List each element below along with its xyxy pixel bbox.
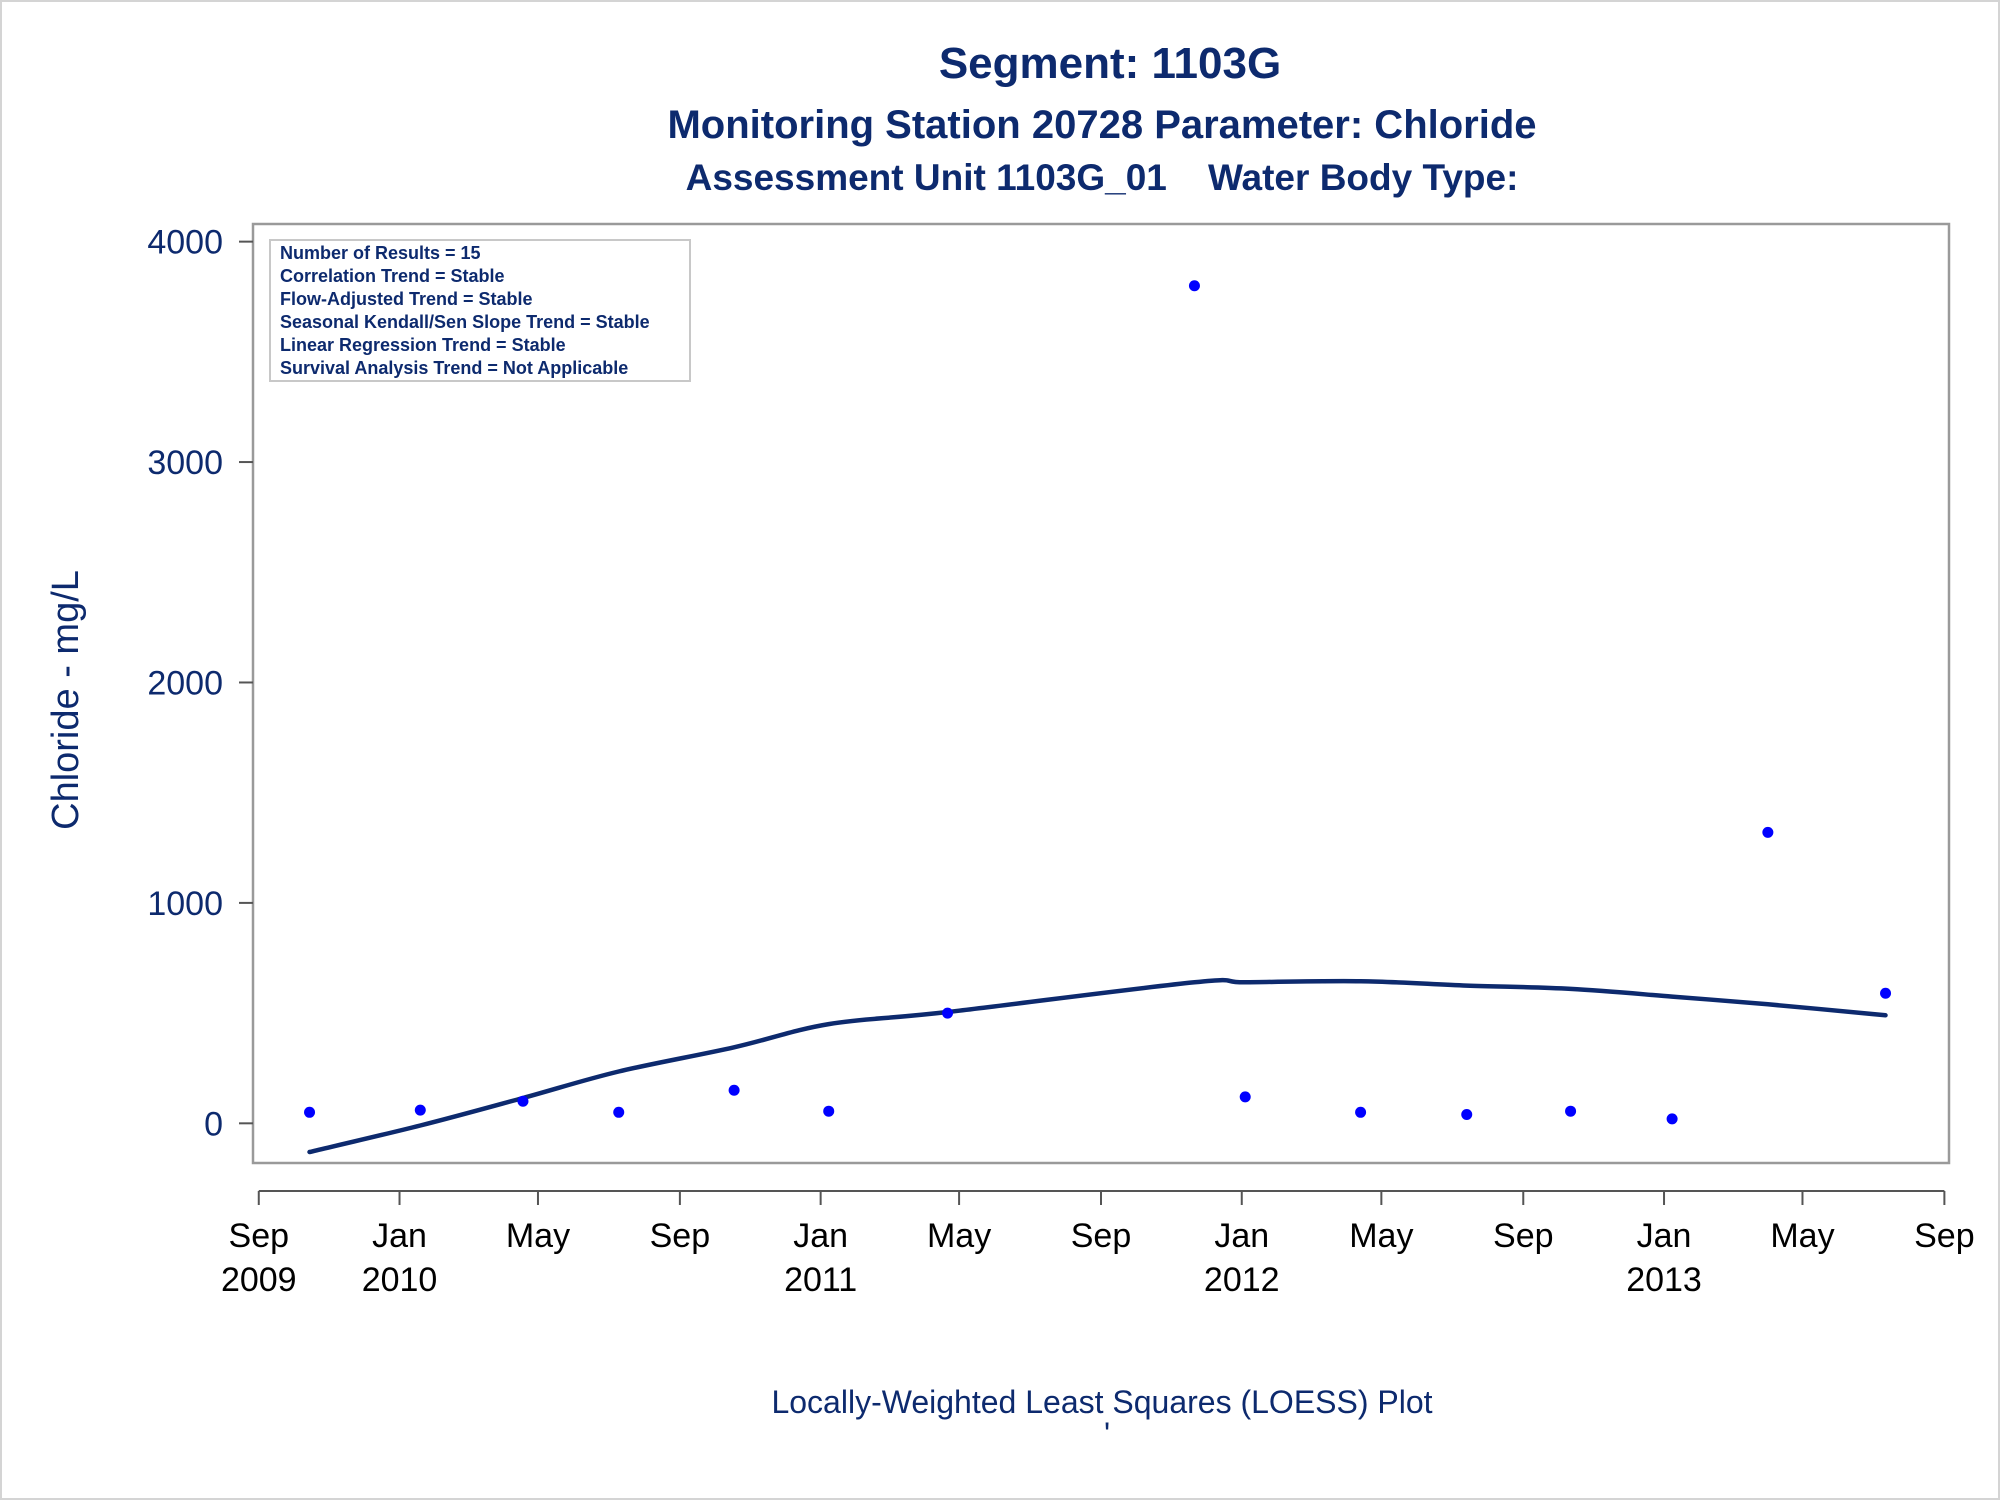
x-tick-year-label: 2009 bbox=[221, 1261, 297, 1299]
data-point bbox=[1880, 987, 1892, 999]
y-tick-label: 1000 bbox=[147, 885, 223, 923]
data-point bbox=[1762, 826, 1774, 838]
data-point bbox=[613, 1106, 625, 1118]
x-tick-label: Sep bbox=[229, 1217, 290, 1255]
x-tick-label: Jan bbox=[1214, 1217, 1269, 1255]
data-point bbox=[517, 1095, 529, 1107]
x-axis: Sep 2009 Jan 2010 May Sep Jan 2011 May Sep Jan 2012… bbox=[221, 1190, 1975, 1299]
data-point bbox=[1239, 1091, 1251, 1103]
chart-subtitle-2: Assessment Unit 1103G_01 Water Body Type… bbox=[686, 157, 1519, 198]
plot-series bbox=[304, 280, 1892, 1155]
data-point bbox=[1666, 1113, 1678, 1125]
x-tick-label: Sep bbox=[1914, 1217, 1975, 1255]
footnote-mark: ' bbox=[1104, 1416, 1110, 1452]
y-tick-label: 2000 bbox=[147, 664, 223, 702]
data-point bbox=[1188, 280, 1200, 292]
data-point bbox=[728, 1084, 740, 1096]
x-tick-label: May bbox=[1770, 1217, 1834, 1255]
x-tick-label: Jan bbox=[1637, 1217, 1692, 1255]
x-tick-label: Jan bbox=[372, 1217, 427, 1255]
stats-line: Number of Results = 15 bbox=[280, 243, 481, 263]
x-tick-label: May bbox=[927, 1217, 991, 1255]
data-point bbox=[414, 1104, 426, 1116]
y-axis-label: Chloride - mg/L bbox=[45, 570, 87, 830]
x-tick-year-label: 2011 bbox=[784, 1261, 857, 1299]
data-point bbox=[942, 1007, 954, 1019]
chart-title: Segment: 1103G bbox=[939, 39, 1281, 88]
loess-curve bbox=[307, 977, 1888, 1155]
x-tick-label: Sep bbox=[650, 1217, 711, 1255]
y-tick-label: 4000 bbox=[147, 224, 223, 262]
stats-box: Number of Results = 15 Correlation Trend … bbox=[269, 239, 691, 382]
data-point bbox=[1565, 1105, 1577, 1117]
x-tick-year-label: 2012 bbox=[1204, 1261, 1280, 1299]
stats-line: Seasonal Kendall/Sen Slope Trend = Stabl… bbox=[280, 312, 650, 332]
stats-line: Survival Analysis Trend = Not Applicable bbox=[280, 358, 628, 378]
stats-line: Linear Regression Trend = Stable bbox=[280, 335, 566, 355]
data-point bbox=[1461, 1109, 1473, 1121]
y-tick-label: 0 bbox=[204, 1105, 223, 1143]
data-point bbox=[304, 1106, 316, 1118]
x-tick-label: Sep bbox=[1071, 1217, 1132, 1255]
chart-subtitle: Monitoring Station 20728 Parameter: Chlo… bbox=[667, 103, 1536, 147]
x-tick-label: May bbox=[506, 1217, 570, 1255]
x-tick-label: May bbox=[1349, 1217, 1413, 1255]
x-tick-year-label: 2013 bbox=[1626, 1261, 1702, 1299]
plot-area bbox=[251, 222, 1951, 1165]
y-axis: 0 1000 2000 3000 4000 bbox=[147, 224, 253, 1143]
data-point bbox=[1355, 1106, 1367, 1118]
x-tick-label: Sep bbox=[1493, 1217, 1554, 1255]
y-tick-label: 3000 bbox=[147, 444, 223, 482]
stats-line: Correlation Trend = Stable bbox=[280, 266, 505, 286]
stats-box-border bbox=[269, 239, 691, 382]
data-point bbox=[823, 1105, 835, 1117]
stats-line: Flow-Adjusted Trend = Stable bbox=[280, 289, 533, 309]
x-tick-year-label: 2010 bbox=[362, 1261, 438, 1299]
chart-footnote: Locally-Weighted Least Squares (LOESS) P… bbox=[771, 1384, 1432, 1420]
x-tick-label: Jan bbox=[793, 1217, 848, 1255]
